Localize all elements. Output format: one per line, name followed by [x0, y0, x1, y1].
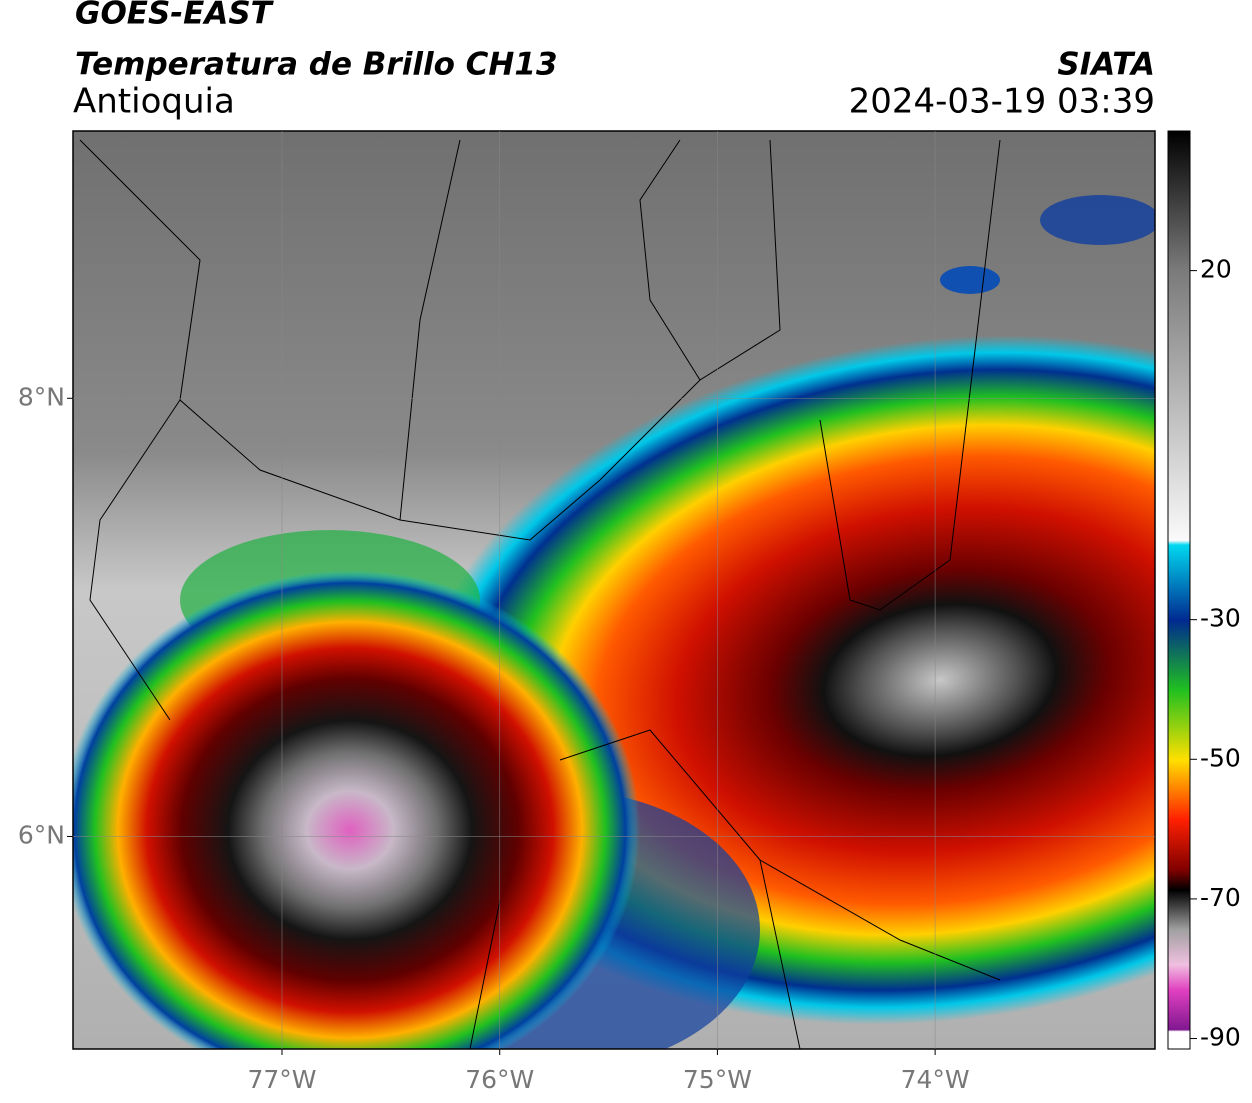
y-tick-label: 8°N [18, 382, 65, 411]
y-tick-label: 6°N [18, 820, 65, 849]
x-tick-label: 76°W [465, 1065, 534, 1094]
timestamp: 2024-03-19 03:39 [849, 82, 1155, 122]
colorbar-tick-label: -70 [1200, 883, 1241, 912]
x-tick-label: 75°W [683, 1065, 752, 1094]
map-frame [72, 130, 1156, 1050]
title: GOES-EAST [75, 0, 275, 32]
colorbar [1167, 130, 1191, 1050]
region: Antioquia [73, 82, 235, 122]
x-tick-label: 74°W [901, 1065, 970, 1094]
colorbar-tick-label: 20 [1200, 255, 1232, 284]
subtitle: Temperatura de Brillo CH13 [75, 47, 558, 83]
colorbar-tick-label: -30 [1200, 604, 1241, 633]
map-image [73, 131, 1155, 1049]
colorbar-tick-label: -90 [1200, 1023, 1241, 1052]
x-tick-label: 77°W [247, 1065, 316, 1094]
source: SIATA [1057, 47, 1155, 83]
colorbar-tick-label: -50 [1200, 743, 1241, 772]
